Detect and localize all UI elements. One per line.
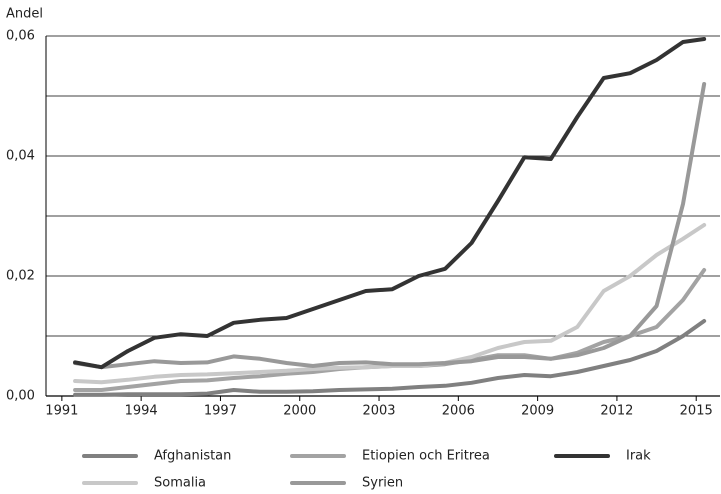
legend-label: Syrien xyxy=(362,476,403,491)
x-tick-label: 1997 xyxy=(204,404,237,419)
y-tick-label: 0,00 xyxy=(6,389,35,404)
x-tick-label: 2000 xyxy=(283,404,316,419)
series-line xyxy=(73,37,707,370)
y-axis-label: Andel xyxy=(6,7,43,22)
legend-label: Afghanistan xyxy=(154,449,231,464)
y-tick-label: 0,02 xyxy=(6,269,35,284)
y-tick-label: 0,04 xyxy=(6,149,35,164)
series-line xyxy=(73,319,707,397)
legend-label: Etiopien och Eritrea xyxy=(362,449,490,464)
x-tick-label: 2015 xyxy=(680,404,713,419)
legend-label: Irak xyxy=(626,449,651,464)
x-tick-label: 2009 xyxy=(521,404,554,419)
x-tick-label: 1994 xyxy=(125,404,158,419)
x-tick-label: 2006 xyxy=(442,404,475,419)
x-tick-label: 2003 xyxy=(362,404,395,419)
series-line xyxy=(73,82,707,370)
x-tick-label: 2012 xyxy=(600,404,633,419)
y-tick-label: 0,06 xyxy=(6,29,35,44)
legend-label: Somalia xyxy=(154,476,206,491)
series-line xyxy=(73,223,707,385)
x-tick-label: 1991 xyxy=(45,404,78,419)
